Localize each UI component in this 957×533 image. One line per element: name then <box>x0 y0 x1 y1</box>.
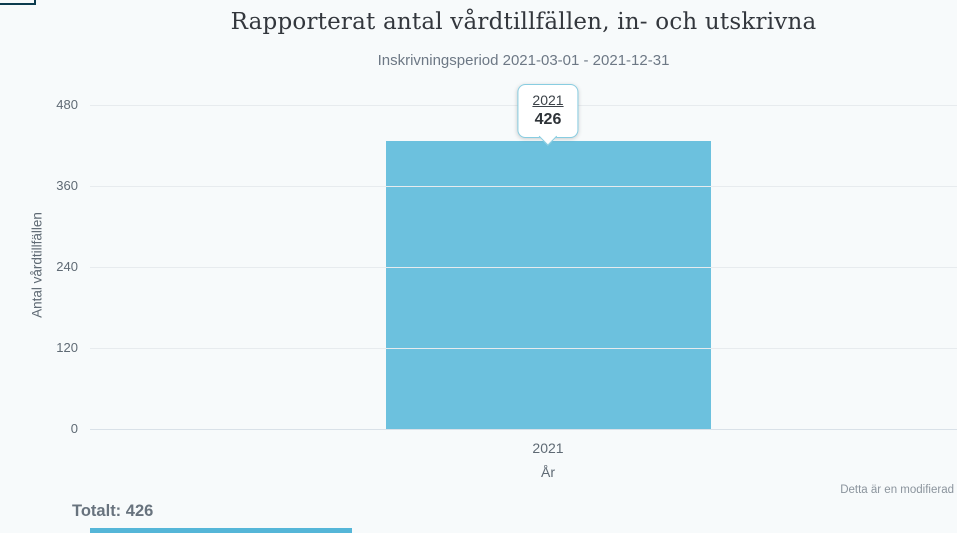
cutoff-element-corner <box>0 0 36 5</box>
modified-note: Detta är en modifierad <box>840 484 954 496</box>
y-axis-tick-label: 360 <box>56 178 78 193</box>
tooltip-box: 2021 426 <box>517 84 579 139</box>
bar-2021[interactable] <box>386 141 711 429</box>
tooltip-value: 426 <box>534 111 562 129</box>
total-label: Totalt: 426 <box>72 502 154 520</box>
gridline <box>90 186 957 187</box>
gridline <box>90 348 957 349</box>
y-axis-tick-label: 120 <box>56 340 78 355</box>
gridline <box>90 429 957 430</box>
x-axis-tick-label: 2021 <box>532 440 564 456</box>
plot-area <box>90 105 957 430</box>
chart-subtitle: Inskrivningsperiod 2021-03-01 - 2021-12-… <box>377 52 670 69</box>
tooltip-category-label: 2021 <box>532 92 564 109</box>
y-axis-tick-label: 480 <box>56 97 78 112</box>
chart-tooltip: 2021 426 <box>517 84 579 147</box>
x-axis-title: År <box>541 464 555 480</box>
gridline <box>90 267 957 268</box>
cutoff-bottom-button-edge[interactable] <box>90 528 352 533</box>
y-axis-labels: 0 120 240 360 480 <box>0 0 78 533</box>
y-axis-tick-label: 0 <box>70 421 78 436</box>
y-axis-tick-label: 240 <box>56 259 78 274</box>
chart-title: Rapporterat antal vårdtillfällen, in- oc… <box>230 9 817 35</box>
